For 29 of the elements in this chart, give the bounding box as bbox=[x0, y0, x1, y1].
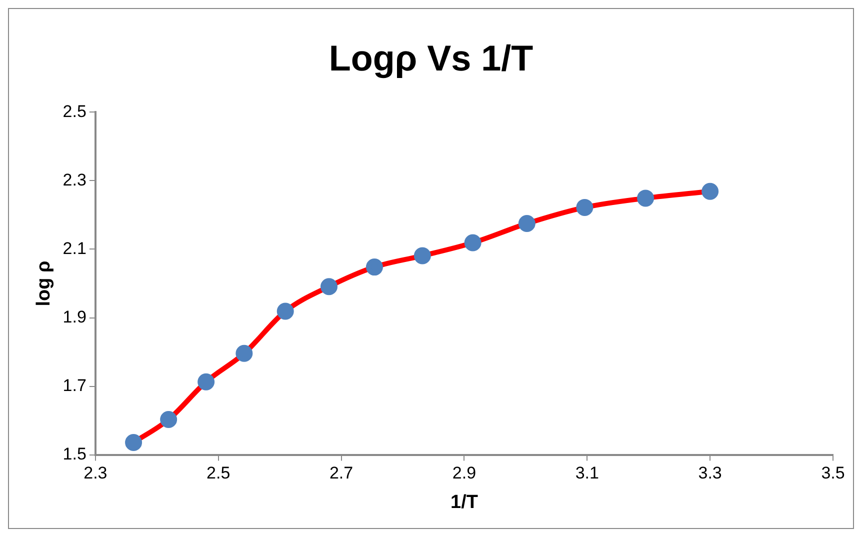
point bbox=[576, 198, 594, 216]
chart-title: Logρ Vs 1/T bbox=[328, 38, 534, 79]
point bbox=[518, 215, 536, 232]
y-tick-label: 1.5 bbox=[62, 444, 86, 464]
x-tick-label: 3.5 bbox=[821, 464, 845, 483]
x-tick-label: 2.7 bbox=[329, 464, 354, 483]
point bbox=[160, 411, 178, 428]
point bbox=[276, 302, 294, 320]
point bbox=[125, 434, 142, 451]
y-tick-label: 1.9 bbox=[62, 307, 86, 326]
point bbox=[236, 344, 253, 362]
y-tick-label: 1.7 bbox=[62, 376, 86, 395]
y-tick-label: 2.3 bbox=[62, 170, 86, 190]
point bbox=[637, 190, 654, 207]
point bbox=[366, 258, 383, 276]
x-axis-title: 1/T bbox=[450, 492, 478, 513]
x-tick-label: 2.5 bbox=[206, 464, 230, 483]
point bbox=[702, 182, 719, 200]
x-tick-label: 2.9 bbox=[452, 464, 476, 483]
y-tick-label: 2.5 bbox=[62, 102, 86, 121]
point bbox=[414, 247, 431, 264]
y-axis-title: log ρ bbox=[34, 260, 55, 306]
point bbox=[198, 373, 215, 390]
point bbox=[320, 278, 338, 296]
x-tick-label: 2.3 bbox=[84, 464, 108, 483]
y-tick-label: 2.1 bbox=[62, 238, 86, 258]
point bbox=[464, 234, 482, 252]
x-tick-label: 3.3 bbox=[698, 464, 722, 483]
x-tick-label: 3.1 bbox=[575, 464, 599, 483]
